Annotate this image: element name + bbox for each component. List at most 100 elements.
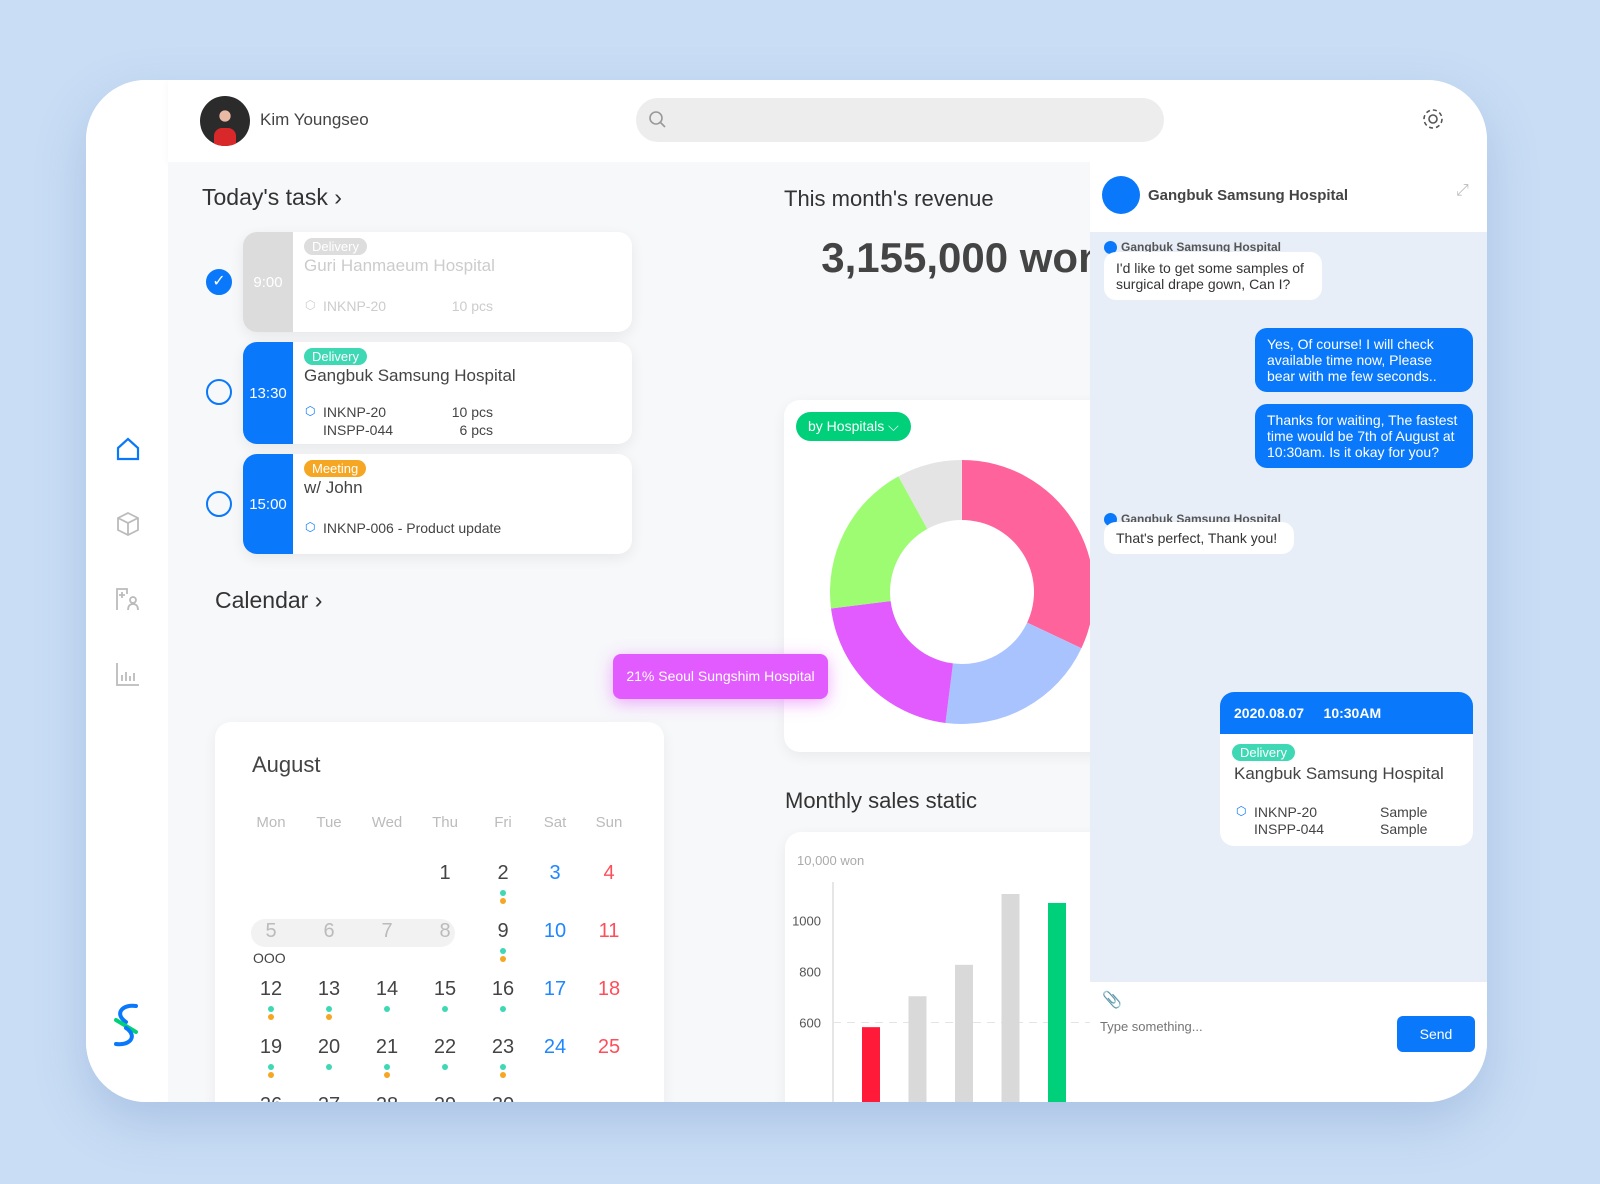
- bar[interactable]: [862, 1027, 880, 1102]
- calendar-day[interactable]: 4: [603, 862, 615, 884]
- calendar-day[interactable]: 29: [425, 1094, 465, 1102]
- weekday-label: Mon: [256, 814, 286, 831]
- calendar-day[interactable]: 26: [251, 1094, 291, 1102]
- y-tick-label: 600: [799, 1016, 821, 1031]
- top-bar: Kim Youngseo: [168, 80, 1487, 162]
- sidebar: [86, 80, 168, 1102]
- app-logo: [114, 1003, 138, 1047]
- donut-slice[interactable]: [962, 460, 1094, 649]
- calendar-day[interactable]: 24: [543, 1036, 567, 1058]
- calendar-day[interactable]: 13: [317, 978, 341, 1000]
- donut-chart: [830, 460, 1094, 724]
- avatar[interactable]: [200, 96, 250, 146]
- calendar-day[interactable]: 10: [543, 920, 567, 942]
- event-dot: [326, 1014, 332, 1020]
- donut-slice[interactable]: [945, 622, 1082, 724]
- calendar-day[interactable]: 12: [259, 978, 283, 1000]
- calendar-day[interactable]: 23: [491, 1036, 515, 1058]
- gear-icon[interactable]: [1420, 106, 1446, 132]
- event-dot: [500, 948, 506, 954]
- box-icon[interactable]: [114, 510, 142, 538]
- selected-range[interactable]: [251, 919, 455, 947]
- calendar-day[interactable]: 25: [597, 1036, 621, 1058]
- calendar-day[interactable]: 27: [309, 1094, 349, 1102]
- calendar-day[interactable]: 7: [381, 920, 393, 942]
- chat-message: Thanks for waiting, The fastest time wou…: [1255, 404, 1473, 468]
- bar[interactable]: [1001, 894, 1020, 1102]
- calendar-card: August Mon Tue Wed Thu Fri Sat Sun OOO 1 2 3 4 5 6 7 8 9…: [215, 722, 664, 1102]
- donut-slice[interactable]: [831, 601, 953, 723]
- chevron-right-icon: ›: [314, 587, 323, 613]
- item-code: INKNP-20: [323, 404, 387, 420]
- calendar-day[interactable]: 6: [323, 920, 335, 942]
- task-card[interactable]: 13:30 Delivery Gangbuk Samsung Hospital ⬡…: [243, 342, 632, 444]
- box-icon: ⬡: [1236, 804, 1247, 818]
- expand-icon[interactable]: ⤢: [1456, 182, 1469, 199]
- event-dot: [442, 1006, 448, 1012]
- event-dots: [483, 946, 523, 962]
- calendar-day[interactable]: 30: [483, 1094, 523, 1102]
- task-name: Gangbuk Samsung Hospital: [304, 366, 516, 385]
- task-time: 15:00: [243, 454, 293, 554]
- calendar-day[interactable]: 21: [375, 1036, 399, 1058]
- event-dots: [483, 1062, 523, 1078]
- tasks-title[interactable]: Today's task ›: [202, 184, 342, 211]
- appointment-card[interactable]: 2020.08.07 10:30AM Delivery Kangbuk Sams…: [1220, 692, 1473, 846]
- calendar-day[interactable]: 2: [497, 862, 509, 884]
- revenue-title: This month's revenue: [784, 186, 994, 211]
- event-dots: [425, 1062, 465, 1070]
- attachment-icon[interactable]: 📎: [1102, 992, 1122, 1009]
- hospital-icon[interactable]: [114, 585, 142, 613]
- task-card[interactable]: 9:00 Delivery Guri Hanmaeum Hospital ⬡ IN…: [243, 232, 632, 332]
- calendar-day[interactable]: 18: [597, 978, 621, 1000]
- dashboard: Today's task › ✓ 9:00 Delivery Guri Hanma…: [168, 162, 1141, 1102]
- calendar-day[interactable]: 11: [598, 920, 620, 942]
- sender-name: Gangbuk Samsung Hospital: [1121, 240, 1282, 254]
- calendar-day[interactable]: 14: [375, 978, 399, 1000]
- calendar-day[interactable]: 22: [433, 1036, 457, 1058]
- calendar-day[interactable]: 19: [259, 1036, 283, 1058]
- event-dot: [384, 1072, 390, 1078]
- calendar-title[interactable]: Calendar ›: [215, 587, 322, 614]
- event-dot: [500, 956, 506, 962]
- hospital-icon: [1104, 240, 1117, 254]
- bar[interactable]: [908, 996, 927, 1102]
- bar-chart-icon[interactable]: [114, 660, 142, 688]
- task-time: 13:30: [243, 342, 293, 444]
- event-dot: [268, 1014, 274, 1020]
- filter-dropdown[interactable]: by Hospitals ⌵: [796, 412, 911, 441]
- calendar-day[interactable]: 28: [367, 1094, 407, 1102]
- task-checkbox[interactable]: [206, 379, 232, 405]
- message-input[interactable]: [1100, 1014, 1380, 1038]
- donut-slice[interactable]: [830, 476, 928, 609]
- calendar-day[interactable]: 3: [549, 862, 561, 884]
- search-input[interactable]: [636, 98, 1164, 142]
- task-badge: Meeting: [304, 460, 367, 477]
- task-card[interactable]: 15:00 Meeting w/ John ⬡ INKNP-006 - Produ…: [243, 454, 632, 554]
- calendar-day[interactable]: 5: [265, 920, 277, 942]
- sales-title: Monthly sales static: [785, 788, 977, 813]
- calendar-day[interactable]: 20: [317, 1036, 341, 1058]
- chat-message: I'd like to get some samples of surgical…: [1104, 252, 1322, 300]
- weekday-label: Sat: [543, 814, 567, 831]
- bar[interactable]: [1048, 902, 1066, 1102]
- send-button[interactable]: Send: [1397, 1016, 1475, 1052]
- event-dots: [367, 1062, 407, 1078]
- bar[interactable]: [955, 964, 973, 1102]
- calendar-day[interactable]: 8: [439, 920, 451, 942]
- chat-panel: Gangbuk Samsung Hospital ⤢ Gangbuk Samsu…: [1090, 162, 1487, 1102]
- calendar-day[interactable]: 17: [543, 978, 567, 1000]
- bar-chart: 10,000 won600800100034567Month: [792, 853, 1115, 1102]
- task-name: Guri Hanmaeum Hospital: [304, 256, 495, 275]
- donut-tooltip: 21% Seoul Sungshim Hospital: [613, 654, 828, 699]
- calendar-day[interactable]: 15: [433, 978, 457, 1000]
- home-icon[interactable]: [114, 435, 142, 463]
- calendar-day[interactable]: 16: [491, 978, 515, 1000]
- weekday-label: Tue: [316, 814, 342, 831]
- calendar-day[interactable]: 1: [439, 862, 451, 884]
- donut-slice[interactable]: [898, 460, 962, 529]
- task-checkbox[interactable]: [206, 491, 232, 517]
- calendar-day[interactable]: 9: [497, 920, 509, 942]
- tasks-title-text: Today's task: [202, 184, 328, 210]
- task-checkbox[interactable]: ✓: [206, 269, 232, 295]
